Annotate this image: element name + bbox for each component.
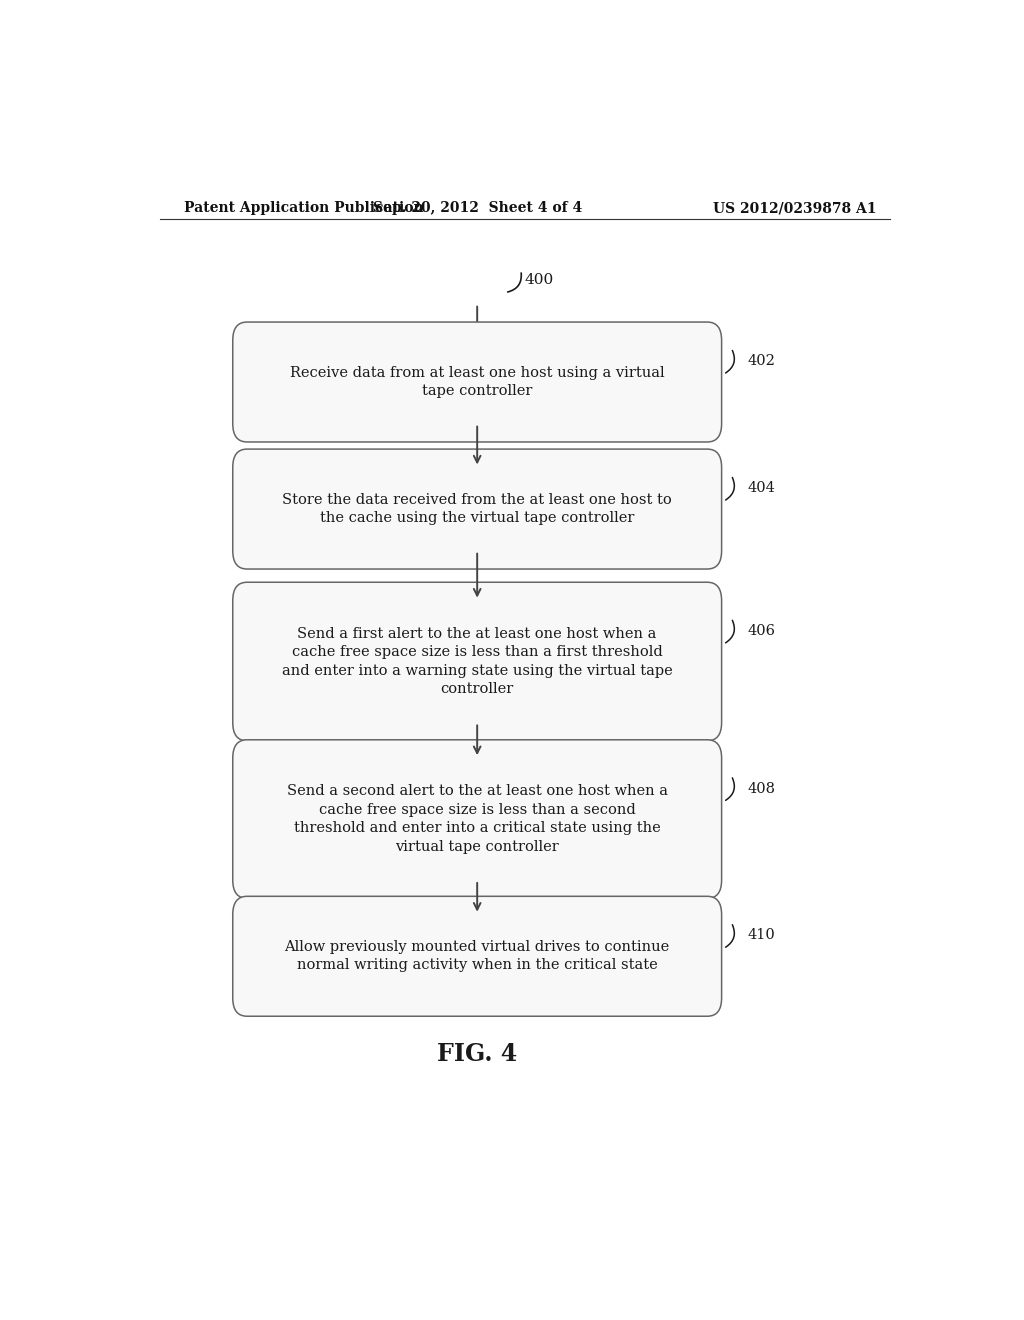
Text: FIG. 4: FIG. 4 [437,1041,517,1065]
Text: Send a first alert to the at least one host when a
cache free space size is less: Send a first alert to the at least one h… [282,627,673,696]
Text: Send a second alert to the at least one host when a
cache free space size is les: Send a second alert to the at least one … [287,784,668,854]
Text: 406: 406 [748,624,775,638]
FancyBboxPatch shape [232,896,722,1016]
Text: 410: 410 [748,928,775,942]
Text: Store the data received from the at least one host to
the cache using the virtua: Store the data received from the at leas… [283,492,672,525]
Text: 400: 400 [524,273,554,288]
Text: 402: 402 [748,354,775,368]
Text: Patent Application Publication: Patent Application Publication [183,201,423,215]
FancyBboxPatch shape [232,582,722,741]
Text: US 2012/0239878 A1: US 2012/0239878 A1 [713,201,877,215]
FancyBboxPatch shape [232,449,722,569]
Text: Receive data from at least one host using a virtual
tape controller: Receive data from at least one host usin… [290,366,665,399]
FancyBboxPatch shape [232,739,722,899]
Text: Allow previously mounted virtual drives to continue
normal writing activity when: Allow previously mounted virtual drives … [285,940,670,973]
Text: Sep. 20, 2012  Sheet 4 of 4: Sep. 20, 2012 Sheet 4 of 4 [373,201,582,215]
Text: 404: 404 [748,482,775,495]
FancyBboxPatch shape [232,322,722,442]
Text: 408: 408 [748,781,775,796]
